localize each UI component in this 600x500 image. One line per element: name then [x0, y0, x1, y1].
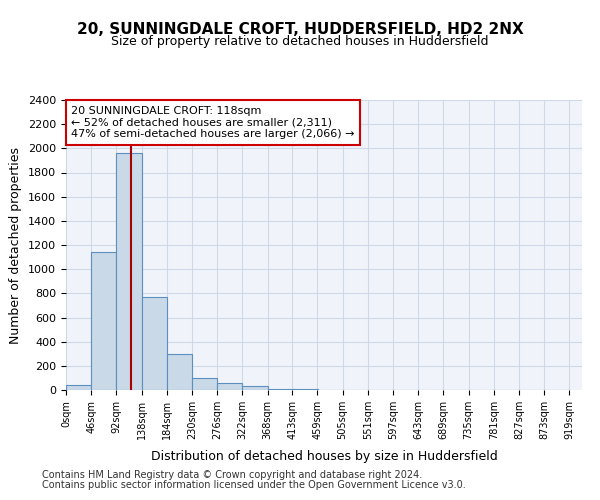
Bar	[268, 389, 293, 390]
Y-axis label: Number of detached properties: Number of detached properties	[10, 146, 22, 344]
Bar	[242, 386, 268, 390]
Text: Size of property relative to detached houses in Huddersfield: Size of property relative to detached ho…	[111, 34, 489, 48]
Bar	[116, 153, 142, 390]
Text: Contains HM Land Registry data © Crown copyright and database right 2024.: Contains HM Land Registry data © Crown c…	[42, 470, 422, 480]
Bar	[142, 297, 167, 390]
Bar	[66, 385, 91, 390]
Bar	[167, 354, 192, 390]
Bar	[192, 378, 217, 390]
X-axis label: Distribution of detached houses by size in Huddersfield: Distribution of detached houses by size …	[151, 450, 497, 463]
Text: Contains public sector information licensed under the Open Government Licence v3: Contains public sector information licen…	[42, 480, 466, 490]
Text: 20 SUNNINGDALE CROFT: 118sqm
← 52% of detached houses are smaller (2,311)
47% of: 20 SUNNINGDALE CROFT: 118sqm ← 52% of de…	[71, 106, 355, 139]
Bar	[91, 252, 116, 390]
Bar	[217, 384, 242, 390]
Text: 20, SUNNINGDALE CROFT, HUDDERSFIELD, HD2 2NX: 20, SUNNINGDALE CROFT, HUDDERSFIELD, HD2…	[77, 22, 523, 38]
